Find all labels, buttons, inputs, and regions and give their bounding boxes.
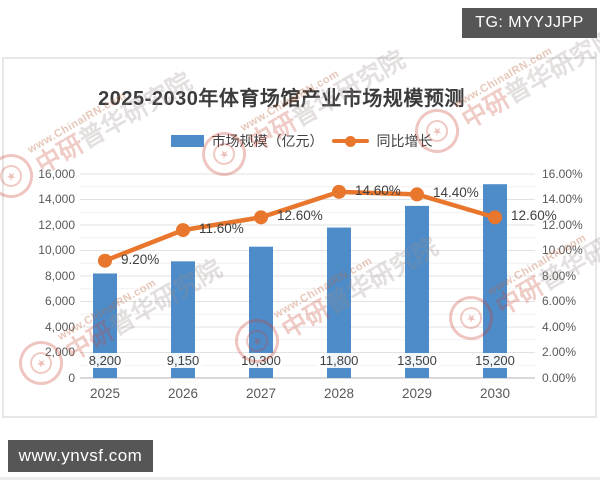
legend: 市场规模（亿元） 同比增长 (4, 132, 595, 150)
category-label: 2030 (479, 386, 511, 401)
growth-value-label: 9.20% (121, 251, 160, 267)
bar-value-label: 13,500 (395, 353, 439, 368)
bar-series-swatch (170, 135, 204, 147)
right-axis-tick: 10.00% (542, 243, 583, 257)
left-axis-tick: 14,000 (38, 192, 75, 206)
left-axis-tick: 2,000 (44, 345, 75, 359)
growth-value-label: 14.40% (433, 185, 479, 201)
line-series-marker (331, 134, 369, 148)
growth-point-2028 (332, 184, 346, 199)
right-axis-tick: 4.00% (542, 319, 577, 334)
website-badge: www.ynvsf.com (8, 440, 153, 472)
bar-2029 (405, 205, 429, 378)
growth-value-label: 12.60% (511, 208, 557, 224)
category-label: 2028 (323, 386, 355, 401)
left-axis-tick: 0 (68, 370, 75, 385)
category-label: 2029 (401, 386, 433, 401)
right-axis-tick: 16.00% (542, 166, 583, 181)
telegram-badge-text: TG: MYYJJPP (475, 14, 584, 31)
right-axis-tick: 6.00% (542, 294, 577, 308)
bar-value-label: 11,800 (317, 353, 361, 368)
line-series-dot (344, 136, 356, 147)
growth-point-2027 (254, 210, 268, 225)
chart-card: 2025-2030年体育场馆产业市场规模预测 市场规模（亿元） 同比增长 0 2,… (2, 57, 597, 418)
left-axis-tick: 8,000 (44, 268, 75, 283)
growth-point-2025 (98, 253, 112, 268)
right-axis-tick: 14.00% (542, 192, 583, 206)
growth-value-label: 12.60% (277, 208, 323, 224)
bar-value-label: 15,200 (473, 353, 517, 368)
website-badge-text: www.ynvsf.com (18, 446, 143, 465)
left-axis-tick: 4,000 (44, 319, 75, 334)
growth-point-2030 (488, 210, 502, 225)
category-label: 2027 (245, 386, 277, 401)
bar-series-label: 市场规模（亿元） (211, 133, 324, 149)
growth-point-2026 (176, 223, 190, 238)
category-label: 2025 (89, 386, 121, 401)
left-axis-tick: 12,000 (38, 217, 75, 232)
bottom-edge-strip (0, 477, 600, 480)
bar-value-label: 9,150 (164, 353, 202, 368)
left-axis-tick: 16,000 (38, 166, 75, 181)
right-axis-tick: 12.00% (542, 217, 583, 232)
left-axis-tick: 10,000 (38, 243, 75, 257)
growth-value-label: 11.60% (199, 221, 244, 237)
bar-value-label: 10,300 (239, 353, 283, 368)
left-axis-tick: 6,000 (44, 294, 75, 308)
right-axis-tick: 8.00% (542, 268, 577, 283)
category-label: 2026 (167, 386, 199, 401)
bar-value-label: 8,200 (86, 353, 124, 368)
bar-2028 (327, 227, 351, 378)
chart-title: 2025-2030年体育场馆产业市场规模预测 (98, 88, 465, 110)
line-series-label: 同比增长 (376, 133, 433, 149)
right-axis-tick: 0.00% (542, 370, 577, 385)
growth-point-2029 (410, 187, 424, 202)
growth-value-label: 14.60% (355, 182, 401, 198)
telegram-badge: TG: MYYJJPP (462, 8, 597, 38)
right-axis-tick: 2.00% (542, 345, 577, 359)
growth-line (102, 189, 498, 263)
